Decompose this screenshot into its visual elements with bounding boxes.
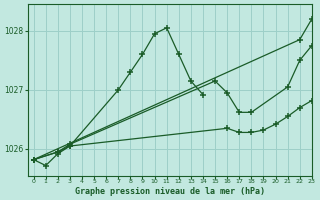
X-axis label: Graphe pression niveau de la mer (hPa): Graphe pression niveau de la mer (hPa) <box>75 187 265 196</box>
